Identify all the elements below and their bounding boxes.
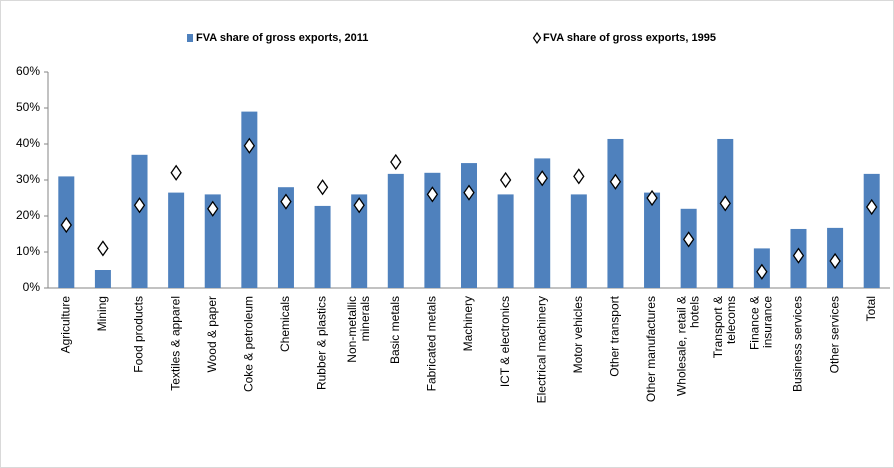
bar xyxy=(534,158,551,288)
x-tick-label: Motor vehicles xyxy=(571,296,585,373)
bar xyxy=(94,270,111,288)
x-tick-label: Wood & paper xyxy=(205,296,219,373)
y-tick-label: 40% xyxy=(16,136,40,150)
x-tick-label: Rubber & plastics xyxy=(315,296,329,390)
bar xyxy=(680,208,697,288)
marker xyxy=(866,198,878,216)
marker xyxy=(133,197,146,214)
x-tick-label: Other manufactures xyxy=(644,296,658,402)
bar xyxy=(131,154,148,288)
x-tick-label: Coke & petroleum xyxy=(242,296,256,392)
x-tick-label: Agriculture xyxy=(58,296,72,354)
marker xyxy=(243,137,256,154)
bar xyxy=(607,138,624,288)
bar xyxy=(717,138,734,288)
y-tick-label: 30% xyxy=(16,172,40,186)
bar xyxy=(351,194,368,288)
x-tick-label: Total xyxy=(864,296,878,321)
marker xyxy=(609,173,622,190)
x-tick-label: insurance xyxy=(761,296,775,348)
bar xyxy=(644,192,661,288)
marker xyxy=(280,193,292,210)
x-tick-label: minerals xyxy=(358,296,372,341)
x-tick-label: Wholesale, retail & xyxy=(674,296,688,396)
bar xyxy=(497,194,514,288)
bar xyxy=(277,187,294,288)
x-tick-label: Transport & xyxy=(711,296,725,358)
marker xyxy=(756,263,768,280)
marker xyxy=(573,168,585,185)
x-tick-label: Textiles & apparel xyxy=(168,296,182,391)
marker xyxy=(60,216,72,234)
legend-label: FVA share of gross exports, 2011 xyxy=(196,32,368,44)
x-tick-label: Non-metallic xyxy=(345,296,359,363)
marker xyxy=(792,247,805,264)
x-tick-label: Mining xyxy=(95,296,109,331)
marker xyxy=(353,197,365,214)
marker xyxy=(682,231,695,248)
legend-label: FVA share of gross exports, 1995 xyxy=(543,32,716,44)
bar xyxy=(424,172,441,288)
legend-swatch xyxy=(187,34,193,42)
marker xyxy=(390,153,402,171)
marker xyxy=(170,164,182,181)
marker xyxy=(829,252,841,270)
bar xyxy=(570,194,587,288)
bar xyxy=(168,192,185,288)
marker xyxy=(536,170,548,187)
x-tick-label: Electrical machinery xyxy=(534,296,548,403)
marker xyxy=(316,179,329,196)
x-tick-label: hotels xyxy=(687,296,701,328)
bar xyxy=(241,111,258,288)
marker xyxy=(426,186,439,203)
bar xyxy=(863,173,880,288)
marker xyxy=(719,195,731,212)
x-tick-label: Machinery xyxy=(461,296,475,351)
bar xyxy=(204,194,221,288)
bar xyxy=(461,163,477,288)
legend-swatch xyxy=(532,31,542,45)
x-tick-label: Fabricated metals xyxy=(425,296,439,391)
x-tick-label: Basic metals xyxy=(388,296,402,364)
marker xyxy=(499,171,512,189)
x-tick-label: Food products xyxy=(132,296,146,373)
y-tick-label: 10% xyxy=(16,244,40,258)
bar xyxy=(387,173,404,288)
bar xyxy=(314,205,331,288)
marker xyxy=(463,184,475,201)
x-tick-label: Chemicals xyxy=(278,296,292,352)
y-tick-label: 50% xyxy=(16,100,40,114)
x-tick-label: Business services xyxy=(791,296,805,392)
x-tick-label: telecoms xyxy=(724,296,738,344)
marker xyxy=(207,200,219,217)
x-tick-label: Finance & xyxy=(748,296,762,350)
x-tick-label: Other transport xyxy=(608,295,622,376)
x-tick-label: Other services xyxy=(827,296,841,373)
marker xyxy=(97,240,109,257)
y-tick-label: 60% xyxy=(16,64,40,78)
y-tick-label: 0% xyxy=(23,280,41,294)
marker xyxy=(646,189,658,207)
y-tick-label: 20% xyxy=(16,208,40,222)
x-tick-label: ICT & electronics xyxy=(498,296,512,387)
